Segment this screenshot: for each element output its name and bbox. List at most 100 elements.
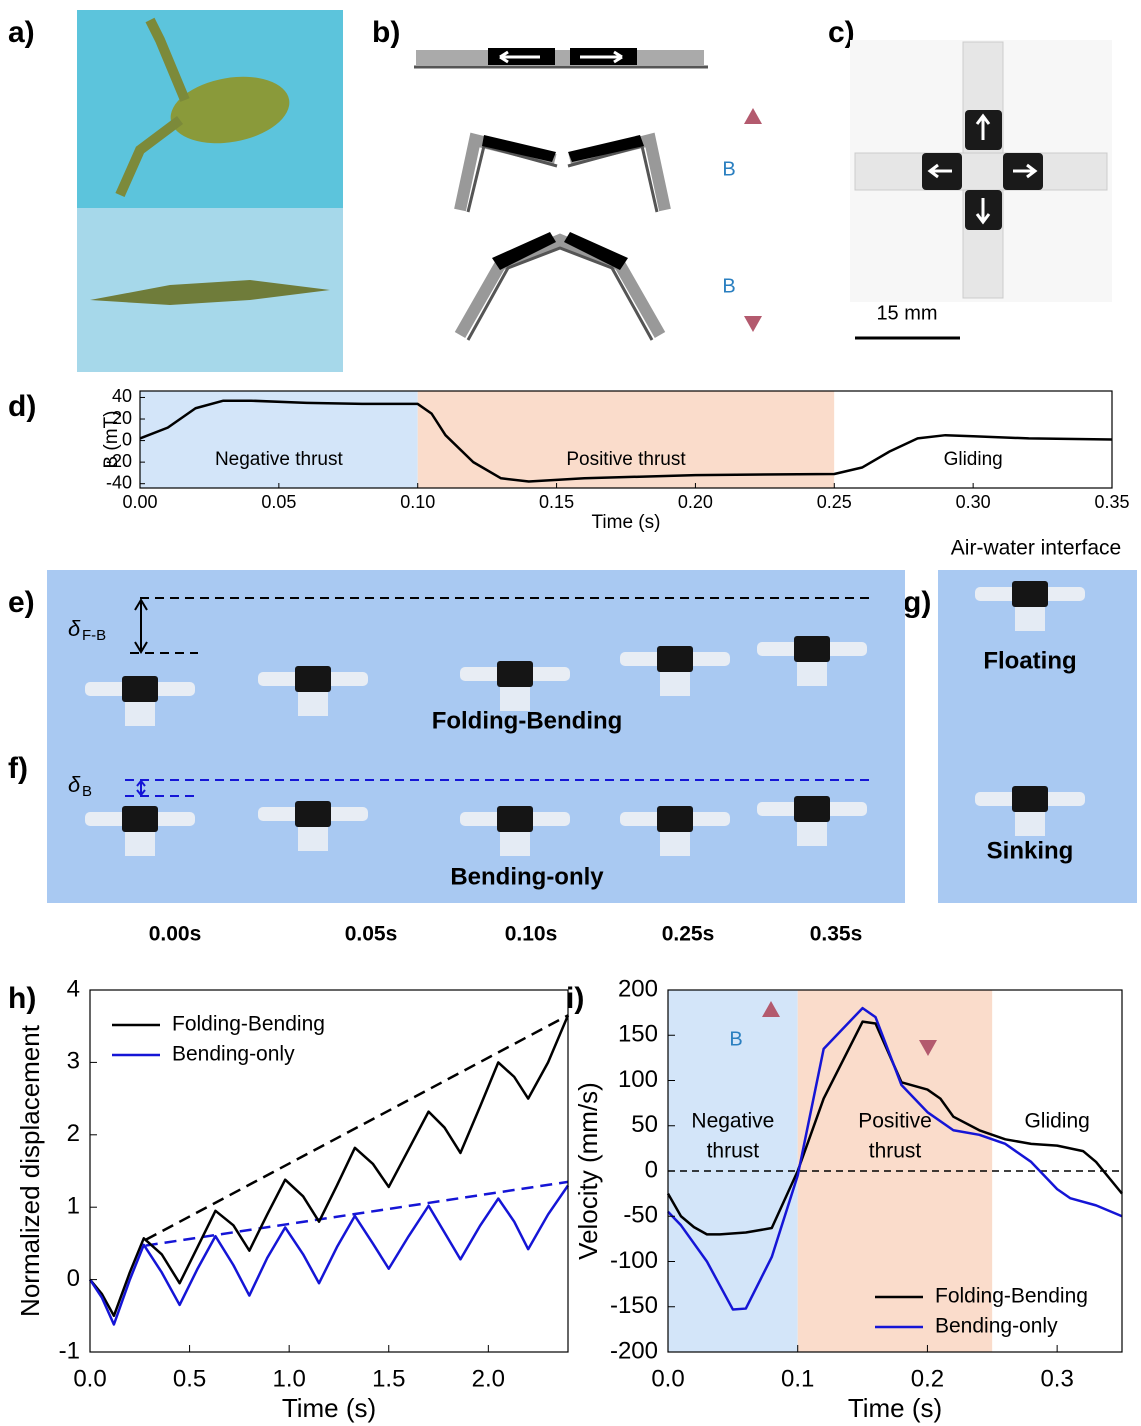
x-tick-label: 0.3 [1040, 1365, 1073, 1392]
robot-leg [125, 832, 155, 856]
y-tick-label: -200 [610, 1337, 658, 1364]
region-label: Gliding [944, 449, 1003, 470]
legend-label: Folding-Bending [935, 1285, 1088, 1308]
robot-leg [660, 672, 690, 696]
delta-symbol: δ [68, 616, 81, 641]
robot-body [295, 666, 331, 692]
panel-label: e) [8, 586, 35, 619]
plot-frame [90, 990, 568, 1352]
legend-label: Bending-only [935, 1315, 1058, 1338]
x-axis-label: Time (s) [282, 1393, 376, 1423]
panel-label: f) [8, 752, 28, 785]
region-label: thrust [869, 1140, 922, 1163]
robot-body [497, 661, 533, 687]
panel-label: g) [903, 586, 931, 619]
robot-leg [298, 692, 328, 716]
x-tick-label: 1.0 [272, 1365, 305, 1392]
y-tick-label: -150 [610, 1292, 658, 1319]
x-tick-label: 0.00 [122, 492, 157, 512]
panel-title: Air-water interface [951, 537, 1121, 560]
scale-bar-label: 15 mm [876, 302, 937, 324]
photo-strip [47, 570, 905, 903]
time-label: 0.10s [505, 923, 558, 946]
state-label: Sinking [987, 837, 1074, 864]
robot-leg [125, 702, 155, 726]
robot-body [1012, 581, 1048, 607]
x-tick-label: 1.5 [372, 1365, 405, 1392]
y-axis-label: Velocity (mm/s) [573, 1082, 603, 1260]
row-label: Folding-Bending [432, 707, 623, 734]
robot-body [1012, 786, 1048, 812]
row-label: Bending-only [450, 863, 604, 890]
delta-subscript: B [82, 783, 92, 800]
robot-leg [1015, 812, 1045, 836]
region-label: Positive thrust [566, 449, 686, 470]
y-tick-label: 0 [67, 1265, 80, 1292]
x-tick-label: 0.20 [678, 492, 713, 512]
robot-leg [500, 832, 530, 856]
x-tick-label: 0.2 [911, 1365, 944, 1392]
x-tick-label: 2.0 [472, 1365, 505, 1392]
y-tick-label: -50 [623, 1202, 658, 1229]
y-tick-label: 2 [67, 1120, 80, 1147]
y-axis-label: B (mT) [101, 410, 122, 468]
robot-body [794, 636, 830, 662]
x-tick-label: 0.35 [1094, 492, 1129, 512]
y-tick-label: 1 [67, 1193, 80, 1220]
panel-label: a) [8, 16, 35, 49]
robot-body [794, 796, 830, 822]
robot-photo [850, 40, 1112, 338]
robot-leg [1015, 607, 1045, 631]
time-label: 0.25s [662, 923, 715, 946]
robot-body [657, 806, 693, 832]
panel-label: d) [8, 390, 36, 423]
robot-body [122, 676, 158, 702]
schematic [414, 48, 762, 340]
y-tick-label: 0 [645, 1156, 658, 1183]
x-tick-label: 0.15 [539, 492, 574, 512]
region-label: Negative [691, 1110, 774, 1133]
y-tick-label: 150 [618, 1021, 658, 1048]
x-tick-label: 0.05 [261, 492, 296, 512]
robot-body [657, 646, 693, 672]
x-axis-label: Time (s) [848, 1393, 942, 1423]
region-label: thrust [707, 1140, 760, 1163]
y-axis-label: Normalized displacement [15, 1024, 45, 1317]
region-label: Negative thrust [215, 449, 344, 470]
time-label: 0.00s [149, 923, 202, 946]
y-tick-label: 0 [122, 429, 132, 449]
field-label: B [722, 158, 735, 180]
y-tick-label: 200 [618, 975, 658, 1002]
frog-photo [77, 10, 343, 372]
panel-label: h) [8, 982, 36, 1015]
figure: a) b) c) d) e) f) g) h) i) B B 15 mm δ F… [0, 0, 1141, 1426]
annotation: B [729, 1028, 742, 1050]
x-axis-label: Time (s) [592, 512, 661, 533]
robot-leg [797, 822, 827, 846]
region [140, 391, 418, 488]
field-label: B [722, 275, 735, 297]
region-label: Positive [858, 1110, 932, 1133]
y-tick-label: 100 [618, 1066, 658, 1093]
legend-label: Folding-Bending [172, 1013, 325, 1036]
robot-body [497, 806, 533, 832]
robot-body [122, 806, 158, 832]
x-tick-label: 0.0 [73, 1365, 106, 1392]
x-tick-label: 0.25 [817, 492, 852, 512]
y-tick-label: 40 [112, 386, 132, 406]
y-tick-label: 3 [67, 1048, 80, 1075]
y-tick-label: -1 [59, 1337, 80, 1364]
x-tick-label: 0.0 [651, 1365, 684, 1392]
time-label: 0.05s [345, 923, 398, 946]
robot-leg [660, 832, 690, 856]
state-label: Floating [983, 647, 1076, 674]
robot-leg [797, 662, 827, 686]
x-tick-label: 0.1 [781, 1365, 814, 1392]
y-tick-label: 50 [631, 1111, 658, 1138]
region-label: Gliding [1024, 1110, 1089, 1133]
panel-label: b) [372, 16, 400, 49]
x-tick-label: 0.10 [400, 492, 435, 512]
delta-subscript: F-B [82, 627, 106, 644]
robot-body [295, 801, 331, 827]
y-tick-label: -100 [610, 1247, 658, 1274]
